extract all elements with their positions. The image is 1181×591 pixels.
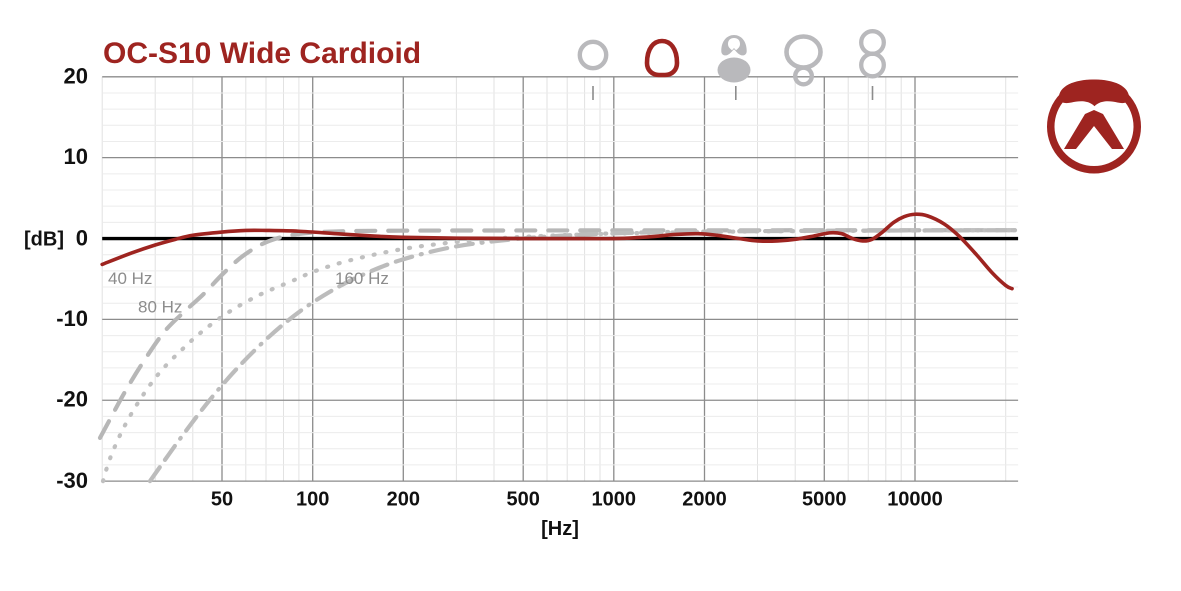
svg-text:-30: -30 bbox=[56, 468, 88, 493]
svg-text:500: 500 bbox=[507, 489, 540, 511]
svg-text:10000: 10000 bbox=[887, 489, 943, 511]
svg-text:[Hz]: [Hz] bbox=[541, 518, 579, 540]
svg-text:80 Hz: 80 Hz bbox=[138, 297, 182, 316]
svg-text:160 Hz: 160 Hz bbox=[335, 269, 389, 288]
svg-text:1000: 1000 bbox=[592, 489, 637, 511]
svg-text:100: 100 bbox=[296, 489, 329, 511]
svg-text:0: 0 bbox=[76, 226, 88, 251]
svg-text:2000: 2000 bbox=[682, 489, 727, 511]
svg-text:40 Hz: 40 Hz bbox=[108, 269, 152, 288]
svg-text:20: 20 bbox=[64, 64, 88, 89]
svg-text:200: 200 bbox=[387, 489, 420, 511]
svg-text:50: 50 bbox=[211, 489, 233, 511]
svg-text:OC-S10 Wide Cardioid: OC-S10 Wide Cardioid bbox=[103, 37, 421, 70]
svg-text:10: 10 bbox=[64, 144, 88, 169]
svg-text:[dB]: [dB] bbox=[24, 229, 64, 251]
svg-text:-10: -10 bbox=[56, 306, 88, 331]
svg-text:-20: -20 bbox=[56, 387, 88, 412]
svg-text:5000: 5000 bbox=[802, 489, 847, 511]
